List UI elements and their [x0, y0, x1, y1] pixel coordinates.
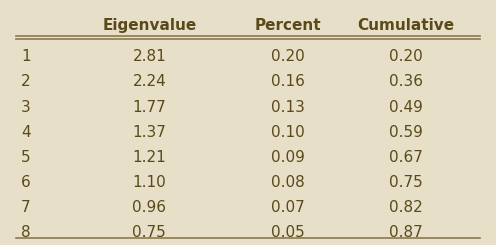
Text: 5: 5 — [21, 150, 31, 165]
Text: 3: 3 — [21, 99, 31, 115]
Text: 0.10: 0.10 — [271, 125, 305, 140]
Text: 1.37: 1.37 — [132, 125, 166, 140]
Text: 0.05: 0.05 — [271, 225, 305, 240]
Text: Cumulative: Cumulative — [357, 18, 454, 33]
Text: Eigenvalue: Eigenvalue — [102, 18, 196, 33]
Text: 0.13: 0.13 — [270, 99, 305, 115]
Text: 0.82: 0.82 — [389, 200, 423, 215]
Text: 7: 7 — [21, 200, 31, 215]
Text: 4: 4 — [21, 125, 31, 140]
Text: 1.21: 1.21 — [132, 150, 166, 165]
Text: 0.20: 0.20 — [389, 49, 423, 64]
Text: 0.75: 0.75 — [389, 175, 423, 190]
Text: 2: 2 — [21, 74, 31, 89]
Text: 6: 6 — [21, 175, 31, 190]
Text: 0.67: 0.67 — [389, 150, 423, 165]
Text: 0.87: 0.87 — [389, 225, 423, 240]
Text: 1: 1 — [21, 49, 31, 64]
Text: 2.81: 2.81 — [132, 49, 166, 64]
Text: 0.96: 0.96 — [132, 200, 166, 215]
Text: Percent: Percent — [254, 18, 321, 33]
Text: 0.75: 0.75 — [132, 225, 166, 240]
Text: 0.09: 0.09 — [270, 150, 305, 165]
Text: 0.36: 0.36 — [389, 74, 423, 89]
Text: 1.10: 1.10 — [132, 175, 166, 190]
Text: 8: 8 — [21, 225, 31, 240]
Text: 0.59: 0.59 — [389, 125, 423, 140]
Text: 0.49: 0.49 — [389, 99, 423, 115]
Text: 0.08: 0.08 — [271, 175, 305, 190]
Text: 0.07: 0.07 — [271, 200, 305, 215]
Text: 1.77: 1.77 — [132, 99, 166, 115]
Text: 0.20: 0.20 — [271, 49, 305, 64]
Text: 2.24: 2.24 — [132, 74, 166, 89]
Text: 0.16: 0.16 — [270, 74, 305, 89]
